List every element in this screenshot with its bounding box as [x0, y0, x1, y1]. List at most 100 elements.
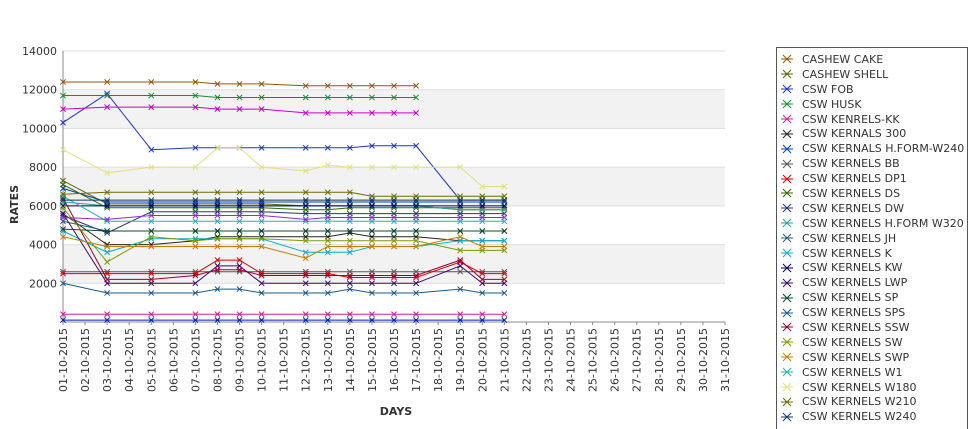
data-point	[413, 280, 420, 287]
x-axis-title: DAYS	[380, 405, 413, 418]
legend-marker-icon	[781, 366, 793, 378]
data-point	[60, 233, 66, 240]
legend-item[interactable]: CSW KERNELS DW	[777, 201, 967, 216]
legend-label: CSW KERNELS KW	[802, 261, 903, 275]
x-tick-label: 27-10-2015	[631, 328, 644, 392]
legend-item[interactable]: CSW KERNELS SPS	[777, 305, 967, 320]
legend-item[interactable]: CSW KERNELS W240	[777, 409, 967, 424]
legend-item[interactable]: CSW KERNALS 300	[777, 126, 967, 141]
legend-item[interactable]: CSW KERNELS SWP	[777, 350, 967, 365]
legend-marker-icon	[781, 202, 793, 214]
data-point	[324, 197, 331, 204]
data-point	[104, 243, 111, 250]
legend-marker-icon	[781, 187, 793, 199]
legend-item[interactable]: CASHEW CAKE	[777, 52, 967, 67]
y-axis-title: RATES	[8, 185, 21, 224]
data-point	[479, 243, 486, 250]
legend-item[interactable]: CSW KERNELS SP	[777, 290, 967, 305]
data-point	[192, 104, 199, 111]
data-point	[214, 228, 221, 234]
legend-item[interactable]: CSW KERNALS H.FORM-W240	[777, 141, 967, 156]
data-point	[368, 280, 375, 287]
data-point	[302, 237, 309, 244]
data-point	[192, 228, 199, 234]
data-point	[391, 290, 397, 296]
x-tick-label: 12-10-2015	[300, 328, 313, 392]
series-line	[62, 213, 505, 284]
legend-marker-icon	[781, 321, 793, 333]
series-csw-kernels-dw	[60, 208, 508, 236]
data-point	[258, 317, 265, 324]
data-point	[258, 106, 265, 113]
data-point	[368, 214, 375, 221]
legend-item[interactable]: CSW KERNELS BB	[777, 156, 967, 171]
data-point	[104, 317, 111, 324]
data-point	[302, 144, 309, 151]
data-point	[391, 243, 397, 250]
data-point	[346, 228, 353, 234]
data-point	[324, 249, 331, 256]
data-point	[60, 202, 66, 209]
legend-item[interactable]: CSW KERNELS LWP	[777, 275, 967, 290]
data-point	[346, 197, 353, 204]
data-point	[60, 204, 66, 211]
data-point	[391, 202, 397, 209]
data-point	[148, 276, 155, 283]
data-point	[214, 266, 221, 273]
data-point	[479, 228, 486, 234]
legend-item[interactable]: CSW KERNELS W180	[777, 380, 967, 395]
data-point	[192, 164, 199, 171]
data-point	[391, 142, 397, 149]
legend-item[interactable]: CSW HUSK	[777, 97, 967, 112]
data-point	[368, 272, 375, 279]
legend-item[interactable]: CASHEW SHELL	[777, 67, 967, 82]
legend-label: CSW KERNELS DP1	[802, 172, 907, 186]
data-point	[302, 280, 309, 287]
legend-item[interactable]: CSW KERNELS H.FORM W320	[777, 216, 967, 231]
data-point	[346, 237, 353, 244]
data-point	[236, 94, 243, 101]
data-point	[368, 243, 375, 250]
data-point	[324, 311, 331, 318]
data-point	[368, 142, 375, 149]
data-point	[457, 228, 464, 234]
x-tick-label: 22-10-2015	[520, 328, 533, 392]
data-point	[324, 162, 331, 169]
legend-item[interactable]: CSW KERNELS SSW	[777, 320, 967, 335]
data-point	[457, 257, 464, 264]
legend-item[interactable]: CSW KERNELS SW	[777, 335, 967, 350]
y-tick-label: 6000	[29, 200, 57, 213]
legend-item[interactable]: CSW KERNELS KW	[777, 260, 967, 275]
legend-item[interactable]: CSW KERNELS K	[777, 246, 967, 261]
data-point	[324, 94, 331, 101]
legend-item[interactable]: CSW KERNELS W210	[777, 394, 967, 409]
legend-item[interactable]: CSW KERNELS DS	[777, 186, 967, 201]
legend-marker-icon	[781, 292, 793, 304]
data-point	[104, 311, 111, 318]
legend-label: CASHEW SHELL	[802, 67, 889, 81]
data-point	[104, 259, 111, 265]
data-point	[413, 317, 420, 324]
legend-label: CSW KERNALS H.FORM-W240	[802, 142, 965, 156]
legend-item[interactable]: CSW KERNELS JH	[777, 231, 967, 246]
data-point	[60, 317, 66, 324]
data-point	[479, 317, 486, 324]
plot-bands	[63, 89, 725, 284]
legend-marker-icon	[781, 217, 793, 229]
data-point	[258, 311, 265, 318]
legend-item[interactable]: CSW KENRELS-KK	[777, 112, 967, 127]
x-tick-label: 04-10-2015	[123, 328, 136, 392]
data-point	[324, 243, 331, 250]
data-point	[324, 189, 331, 196]
series-cashew-cake	[60, 79, 420, 89]
x-tick-label: 23-10-2015	[542, 328, 555, 392]
x-tick-label: 09-10-2015	[234, 328, 247, 392]
legend-item[interactable]: CSW KERNELS W1	[777, 365, 967, 380]
data-point	[501, 214, 508, 221]
data-point	[302, 216, 309, 223]
data-point	[236, 202, 243, 209]
legend-item[interactable]: CSW KERNELS DP1	[777, 171, 967, 186]
legend-item[interactable]: CSW FOB	[777, 82, 967, 97]
data-point	[236, 257, 243, 264]
data-point	[236, 189, 243, 196]
